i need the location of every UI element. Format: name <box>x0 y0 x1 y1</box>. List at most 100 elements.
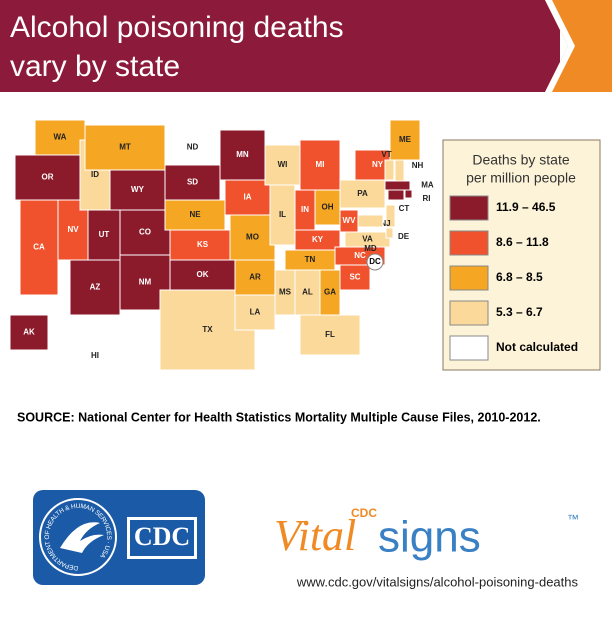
state-label: IL <box>279 210 286 219</box>
state-label: AR <box>249 273 261 282</box>
state-label: AL <box>302 288 313 297</box>
source: SOURCE: National Center for Health Stati… <box>17 410 541 424</box>
state <box>299 139 341 191</box>
state-label: IA <box>244 193 252 202</box>
state <box>394 159 405 183</box>
state-label: NJ <box>380 219 390 228</box>
state-label: ME <box>399 135 412 144</box>
state-label: TN <box>305 255 316 264</box>
vitalsigns-tm: ™ <box>567 512 579 526</box>
state-label: ND <box>187 143 199 152</box>
state-label: OR <box>42 173 54 182</box>
header-divider <box>545 0 575 92</box>
state <box>234 294 276 331</box>
state-label: CO <box>139 228 151 237</box>
state <box>385 204 396 228</box>
state <box>164 164 221 201</box>
state-label: WY <box>131 185 145 194</box>
state-label: NV <box>67 225 79 234</box>
legend-swatch <box>449 300 489 326</box>
cdc-logo-text: CDC <box>134 522 190 551</box>
state-label: KS <box>197 240 209 249</box>
state-label: WA <box>54 133 67 142</box>
legend-label: 5.3 – 6.7 <box>496 305 543 319</box>
legend-swatch <box>449 230 489 256</box>
state <box>404 189 413 199</box>
state-label: SD <box>187 178 198 187</box>
legend-label: Not calculated <box>496 340 578 354</box>
vitalsigns-cdc: CDC <box>351 506 377 520</box>
legend-label: 11.9 – 46.5 <box>496 200 556 214</box>
state-label: VA <box>362 235 373 244</box>
state-label: IN <box>301 205 309 214</box>
state <box>294 269 321 316</box>
state-label: NY <box>372 160 384 169</box>
state-label: MI <box>316 160 325 169</box>
state <box>384 180 411 191</box>
state-label: KY <box>312 235 324 244</box>
vitalsigns-vital: Vital <box>274 511 356 560</box>
vitalsigns-signs: signs <box>378 513 481 562</box>
state-label: MD <box>364 244 377 253</box>
state-label: AK <box>23 328 35 337</box>
title-line: vary by state <box>10 50 180 83</box>
state-label: HI <box>91 351 99 360</box>
legend-label: 8.6 – 11.8 <box>496 235 549 249</box>
state <box>384 159 395 181</box>
state <box>339 264 371 291</box>
url: www.cdc.gov/vitalsigns/alcohol-poisoning… <box>296 574 579 589</box>
state-label: DC <box>369 257 381 266</box>
state <box>294 229 341 251</box>
state-label: UT <box>99 230 110 239</box>
state <box>387 189 405 201</box>
legend-label: 6.8 – 8.5 <box>496 270 543 284</box>
state <box>87 209 121 261</box>
state-label: WI <box>278 160 288 169</box>
state <box>385 227 394 239</box>
state <box>357 214 384 228</box>
state-label: GA <box>324 288 336 297</box>
state <box>299 314 361 356</box>
state-label: CT <box>399 204 410 213</box>
state <box>164 199 226 231</box>
state <box>344 231 391 248</box>
legend-items: 11.9 – 46.5 8.6 – 11.8 6.8 – 8.5 5.3 – 6.7 N… <box>449 195 578 361</box>
state <box>366 253 384 271</box>
us-map: WA OR CA NV ID MT WY UT AZ CO NM ND SD NE KS OK TX MN IA MO… <box>9 119 434 371</box>
legend-swatch <box>449 335 489 361</box>
legend-swatch <box>449 265 489 291</box>
state-label: TX <box>202 325 213 334</box>
state-label: CA <box>33 243 45 252</box>
state <box>84 124 166 171</box>
state-label: PA <box>357 189 368 198</box>
state-label: OH <box>322 203 334 212</box>
state-label: AZ <box>90 283 101 292</box>
state-label: OK <box>197 270 209 279</box>
cdc-box-inner <box>130 520 194 556</box>
state-label: NC <box>354 251 366 260</box>
state <box>9 314 49 351</box>
state-label: NE <box>189 210 201 219</box>
header-band <box>0 0 560 92</box>
state <box>19 199 59 296</box>
legend-swatch <box>449 195 489 221</box>
state-label: MT <box>119 143 131 152</box>
state <box>74 334 116 350</box>
state-label: LA <box>250 308 261 317</box>
legend-title: per million people <box>466 170 576 186</box>
state <box>339 179 386 209</box>
state-label: MN <box>236 150 249 159</box>
state-label: MA <box>421 181 434 190</box>
state-label: MO <box>246 233 259 242</box>
state <box>119 209 171 256</box>
state <box>234 259 276 296</box>
state-label: MS <box>279 288 292 297</box>
state-label: ID <box>91 170 99 179</box>
state <box>224 179 271 216</box>
state-label: RI <box>423 194 431 203</box>
state <box>169 259 236 291</box>
state-label: FL <box>325 330 335 339</box>
hhs-seal <box>39 498 117 576</box>
state-label: NH <box>412 161 424 170</box>
